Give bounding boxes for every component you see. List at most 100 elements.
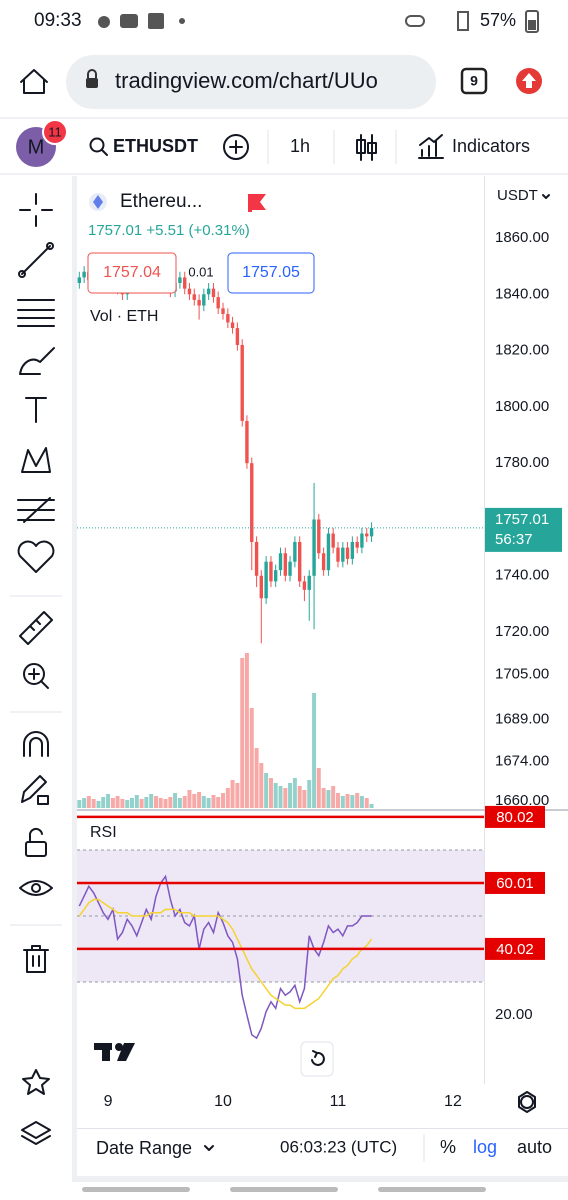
volume-bar <box>177 798 182 808</box>
spread: 0.01 <box>188 264 213 279</box>
reset-button[interactable] <box>300 1041 334 1077</box>
volume-legend: Vol · ETH <box>90 308 158 325</box>
battery-level: 57% <box>480 10 516 30</box>
indicators-button[interactable]: Indicators <box>452 136 530 156</box>
trendline-tool[interactable] <box>21 245 51 275</box>
volume-bar <box>283 788 288 808</box>
add-symbol[interactable] <box>223 134 249 160</box>
crosshair-tool[interactable] <box>19 193 53 227</box>
volume-bar <box>321 788 326 808</box>
sell-price[interactable]: 1757.04 <box>103 264 161 281</box>
buy-price[interactable]: 1757.05 <box>242 264 300 281</box>
volume-bar <box>264 773 269 808</box>
favorites-tool[interactable] <box>17 540 55 573</box>
rsi-line <box>78 898 373 1010</box>
candle-body <box>254 541 259 576</box>
y-tick-label: 1720.00 <box>495 623 549 640</box>
x-tick-label: 9 <box>104 1093 113 1110</box>
candle-body <box>192 294 196 300</box>
candle-body <box>283 553 288 576</box>
y-tick-label: 1800.00 <box>495 398 549 415</box>
browser-bar: tradingview.com/chart/UUo 9 <box>20 55 542 109</box>
volume-bar <box>369 804 374 808</box>
volume-bar <box>254 748 259 808</box>
x-tick-label: 11 <box>330 1093 347 1110</box>
volume-bar <box>326 790 331 808</box>
volume-bar <box>192 794 197 808</box>
volume-bar <box>216 797 221 808</box>
candle-body <box>77 277 81 284</box>
status-time: 09:33 <box>34 10 82 31</box>
volume-bar <box>139 799 144 808</box>
volume-bar <box>288 783 293 808</box>
percent-toggle[interactable]: % <box>440 1137 456 1157</box>
volume-bar <box>350 795 355 808</box>
volume-bar <box>345 794 350 808</box>
candle-body <box>264 561 268 599</box>
volume-bar <box>197 792 202 808</box>
measure-tool[interactable] <box>19 611 53 645</box>
volume-bar <box>144 797 149 808</box>
candle-body <box>240 344 244 421</box>
hide-tool[interactable] <box>19 880 53 896</box>
log-toggle[interactable]: log <box>473 1137 497 1157</box>
clock[interactable]: 06:03:23 (UTC) <box>280 1137 397 1156</box>
lock-tool[interactable] <box>25 841 47 857</box>
date-range-button[interactable]: Date Range <box>96 1138 192 1158</box>
rsi-legend: RSI <box>90 824 117 841</box>
settings-button[interactable] <box>520 1095 534 1109</box>
y-tick-label: 1780.00 <box>495 454 549 471</box>
remove-tool[interactable] <box>23 945 49 973</box>
auto-toggle[interactable]: auto <box>517 1137 552 1157</box>
y-tick-label: 1660.00 <box>495 792 549 809</box>
tab-switcher[interactable] <box>460 67 488 95</box>
candle-body <box>293 541 297 562</box>
chart-overlays: 1757.01 56:37 80.02 60.01 40.02 <box>77 507 562 960</box>
y-tick-label: 1705.00 <box>495 665 549 682</box>
volume-bar <box>110 798 115 808</box>
y-tick-label: 1860.00 <box>495 229 549 246</box>
candle-body <box>298 541 302 582</box>
currency-button[interactable]: USDT <box>497 187 538 204</box>
bar-countdown: 56:37 <box>495 531 533 548</box>
url-field[interactable] <box>66 55 436 109</box>
notification-badge <box>42 119 68 145</box>
volume-bar <box>297 786 302 808</box>
legend-title[interactable]: Ethereu... <box>120 191 202 212</box>
candle-body <box>278 553 283 571</box>
pattern-tool[interactable] <box>21 447 51 473</box>
tab-count: 9 <box>470 73 478 89</box>
volume-bar <box>106 794 111 808</box>
volume-bar <box>86 796 91 808</box>
volume-bar <box>307 780 312 808</box>
volume-bar <box>355 793 360 808</box>
volume-bar <box>259 763 264 808</box>
candle-body <box>355 541 359 548</box>
interval-button[interactable]: 1h <box>290 136 310 156</box>
rsi-level-box <box>485 871 545 894</box>
home-button[interactable] <box>20 69 48 94</box>
watchlist-tool[interactable] <box>22 1069 50 1095</box>
candle-body <box>250 463 254 542</box>
text-tool[interactable] <box>25 397 47 423</box>
volume-bar <box>225 788 230 808</box>
zoom-tool[interactable] <box>23 663 45 685</box>
y-tick-label: 1740.00 <box>495 567 549 584</box>
x-tick-label: 10 <box>214 1093 232 1110</box>
magnet-tool[interactable] <box>23 731 49 757</box>
object-tree-tool[interactable] <box>21 1121 51 1145</box>
symbol-button[interactable]: ETHUSDT <box>113 136 198 156</box>
candle-body <box>206 288 211 295</box>
candle-body <box>82 271 86 278</box>
volume-bar <box>359 796 364 808</box>
prediction-tool[interactable] <box>17 497 55 523</box>
brush-tool[interactable] <box>19 347 55 375</box>
candle-body <box>341 547 345 562</box>
drawing-tools <box>10 193 62 1145</box>
lines-tool[interactable] <box>17 299 55 327</box>
rsi-level-label: 40.02 <box>496 941 534 958</box>
candle-body <box>187 288 192 295</box>
stay-drawing-tool[interactable] <box>21 775 47 803</box>
